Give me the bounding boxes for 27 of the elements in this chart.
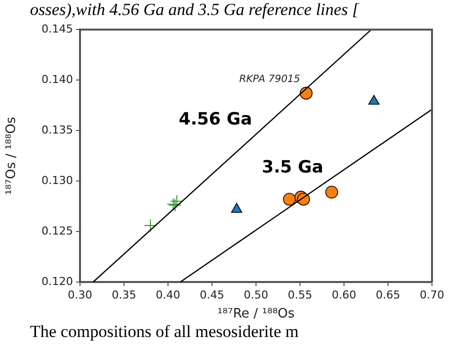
- y-tick-label: 0.145: [42, 22, 73, 36]
- x-tick-label: 0.40: [156, 288, 180, 302]
- point: [283, 192, 296, 206]
- x-axis-title: ¹⁸⁷Re / ¹⁸⁸Os: [217, 306, 295, 322]
- series-label: 4.56 Ga: [178, 109, 252, 130]
- y-tick-label: 0.125: [42, 224, 73, 238]
- x-tick-label: 0.55: [288, 288, 312, 302]
- series-label: 3.5 Ga: [262, 157, 324, 178]
- x-tick-label: 0.30: [68, 288, 92, 302]
- text: The compositions of all mesosiderite m: [29, 322, 300, 342]
- x-tick-label: 0.70: [420, 288, 444, 302]
- y-tick-label: 0.130: [42, 174, 73, 187]
- y-tick-label: 0.120: [42, 274, 73, 288]
- x-tick-label: 0.50: [244, 288, 268, 302]
- point: [368, 94, 380, 105]
- text: osses),with 4.56 Ga and 3.5 Ga reference lines [: [29, 0, 360, 20]
- y-tick-label: 0.140: [42, 72, 73, 86]
- point: [325, 186, 338, 199]
- annotation: RKPA 79015: [239, 74, 300, 85]
- x-tick-label: 0.35: [112, 288, 136, 302]
- point: [170, 194, 184, 208]
- x-tick-label: 0.60: [332, 288, 356, 302]
- x-tick-label: 0.45: [200, 288, 224, 302]
- x-tick-label: 0.65: [376, 288, 400, 302]
- y-axis-title: ¹⁸⁷Os / ¹⁸⁸Os: [4, 116, 20, 195]
- y-tick-label: 0.135: [42, 123, 73, 136]
- point: [144, 218, 157, 232]
